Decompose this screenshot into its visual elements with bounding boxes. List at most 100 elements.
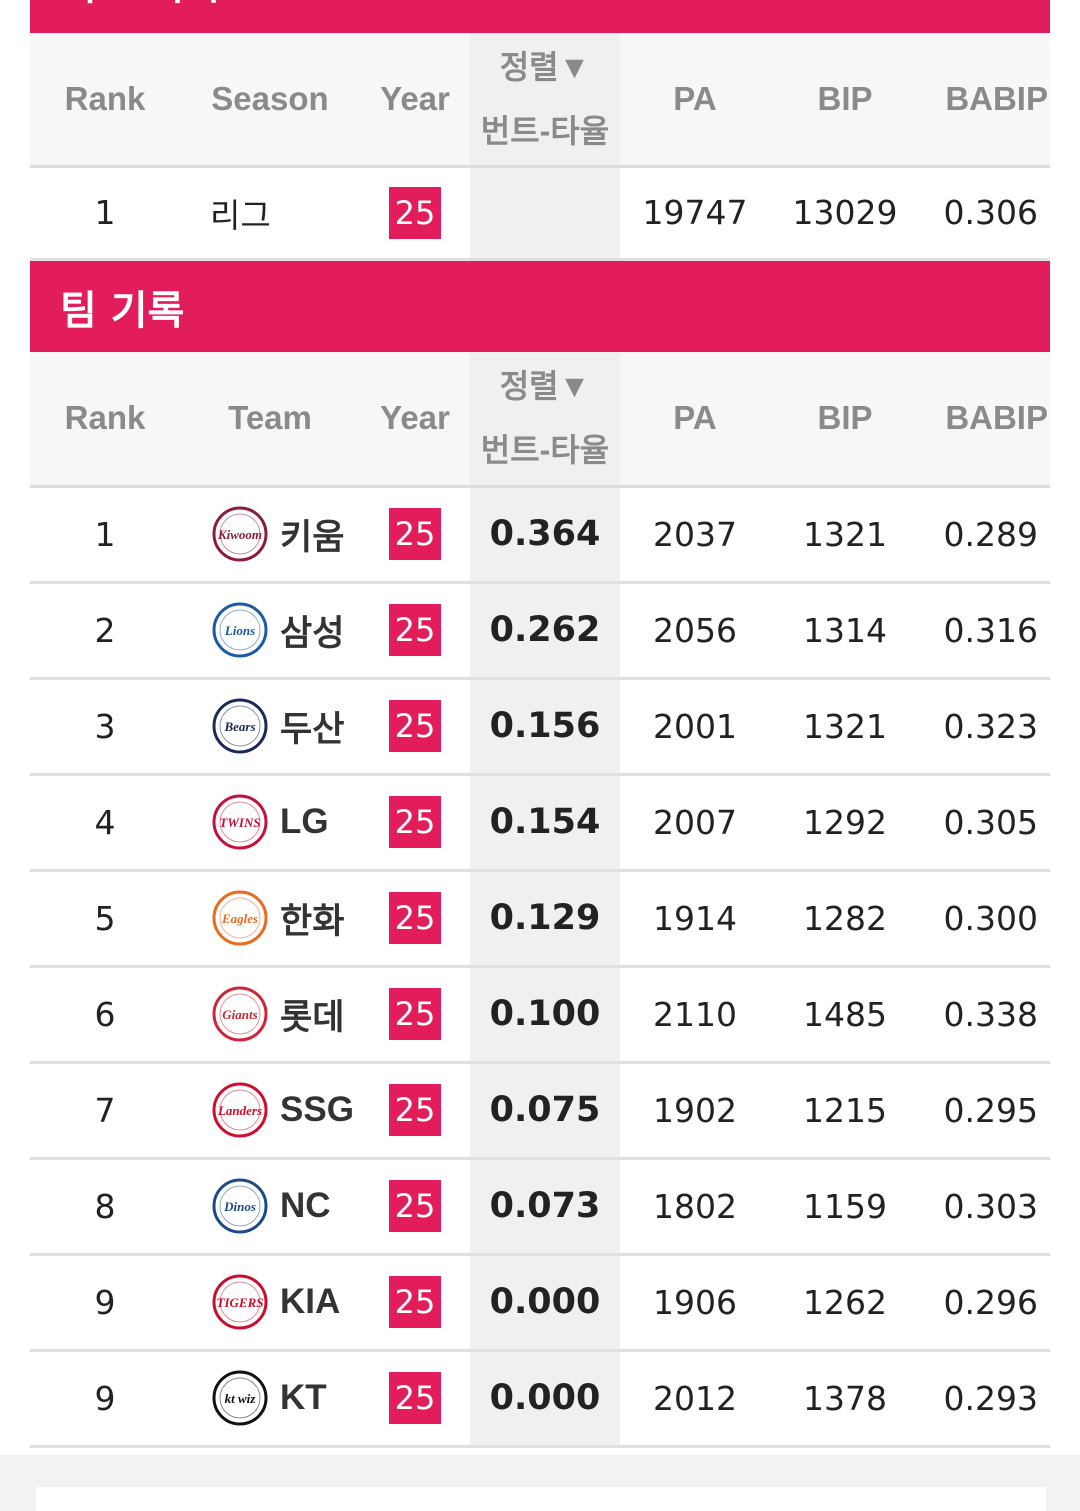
bunt-avg-cell: 0.364 [470,486,620,584]
bunt-avg-cell: 0.073 [470,1158,620,1256]
pa-cell: 2037 [620,486,770,584]
babip-cell: 0.295 [920,1062,1050,1160]
bunt-avg-cell: 0.156 [470,678,620,776]
team-cell[interactable]: Kiwoom 키움 [180,486,360,584]
year-badge[interactable]: 25 [389,1276,441,1328]
header-rank[interactable]: Rank [30,33,180,168]
team-section-title: 팀 기록 [60,287,185,334]
team-cell[interactable]: Bears 두산 [180,678,360,776]
league-name: 리그 [210,195,271,235]
header-rank[interactable]: Rank [30,352,180,488]
bunt-avg-cell [470,166,620,261]
year-badge[interactable]: 25 [389,1372,441,1424]
doosan-bears-logo: Bears [210,696,270,756]
pa-cell: 2012 [620,1350,770,1448]
table-row[interactable]: 1 Kiwoom 키움 25 0.364 2037 1321 0.289 [30,486,1050,584]
babip-cell: 0.323 [920,678,1050,776]
sort-column-name[interactable]: 번트-타율 [480,112,610,149]
team-table-header-row: Rank Team Year 정렬▼ 번트-타율 PA BIP BABIP [30,352,1050,488]
bunt-avg-cell: 0.129 [470,870,620,968]
team-name[interactable]: KIA [280,1282,341,1321]
team-name[interactable]: 키움 [280,517,345,557]
year-cell: 25 [360,966,470,1064]
table-row[interactable]: 5 Eagles 한화 25 0.129 1914 1282 0.300 [30,870,1050,968]
header-sort-bunt-avg[interactable]: 정렬▼ 번트-타율 [470,352,620,488]
rank-cell: 9 [30,1254,180,1352]
rank-cell: 5 [30,870,180,968]
table-row[interactable]: 7 Landers SSG 25 0.075 1902 1215 0.295 [30,1062,1050,1160]
rank-cell: 9 [30,1350,180,1448]
lg-twins-logo: TWINS [210,792,270,852]
samsung-lions-logo: Lions [210,600,270,660]
sort-label[interactable]: 정렬▼ [499,48,591,85]
rank-cell: 1 [30,486,180,584]
babip-cell: 0.306 [920,166,1050,261]
table-row[interactable]: 8 Dinos NC 25 0.073 1802 1159 0.303 [30,1158,1050,1256]
table-row[interactable]: 9 kt wiz KT 25 0.000 2012 1378 0.293 [30,1350,1050,1448]
team-name[interactable]: 삼성 [280,613,345,653]
year-badge[interactable]: 25 [389,1180,441,1232]
table-row[interactable]: 4 TWINS LG 25 0.154 2007 1292 0.305 [30,774,1050,872]
table-row[interactable]: 1 리그 25 19747 13029 0.306 [30,166,1050,261]
pa-cell: 1906 [620,1254,770,1352]
rank-cell: 7 [30,1062,180,1160]
header-year[interactable]: Year [360,33,470,168]
year-cell: 25 [360,1158,470,1256]
bunt-avg-cell: 0.154 [470,774,620,872]
bip-cell: 1292 [770,774,920,872]
year-badge[interactable]: 25 [389,892,441,944]
team-name[interactable]: 롯데 [280,997,345,1037]
table-row[interactable]: 6 Giants 롯데 25 0.100 2110 1485 0.338 [30,966,1050,1064]
kiwoom-heroes-logo: Kiwoom [210,504,270,564]
header-bip[interactable]: BIP [770,33,920,168]
header-babip[interactable]: BABIP [920,33,1050,168]
team-name[interactable]: 한화 [280,901,345,941]
sort-column-name[interactable]: 번트-타율 [480,432,610,469]
header-year[interactable]: Year [360,352,470,488]
team-cell[interactable]: TWINS LG [180,774,360,872]
svg-text:TIGERS: TIGERS [217,1295,264,1310]
team-cell[interactable]: Lions 삼성 [180,582,360,680]
header-team[interactable]: Team [180,352,360,488]
sort-label[interactable]: 정렬▼ [499,368,591,405]
team-cell[interactable]: Eagles 한화 [180,870,360,968]
header-bip[interactable]: BIP [770,352,920,488]
header-pa[interactable]: PA [620,33,770,168]
team-name[interactable]: 두산 [280,709,345,749]
table-row[interactable]: 2 Lions 삼성 25 0.262 2056 1314 0.316 [30,582,1050,680]
year-badge[interactable]: 25 [389,186,441,239]
header-babip[interactable]: BABIP [920,352,1050,488]
bip-cell: 1485 [770,966,920,1064]
team-name[interactable]: LG [280,802,329,841]
nc-dinos-logo: Dinos [210,1176,270,1236]
year-cell: 25 [360,486,470,584]
svg-text:TWINS: TWINS [219,815,260,830]
year-badge[interactable]: 25 [389,988,441,1040]
team-cell[interactable]: TIGERS KIA [180,1254,360,1352]
team-cell[interactable]: Giants 롯데 [180,966,360,1064]
bunt-avg-cell: 0.100 [470,966,620,1064]
babip-cell: 0.338 [920,966,1050,1064]
year-badge[interactable]: 25 [389,604,441,656]
svg-text:Kiwoom: Kiwoom [217,527,262,542]
babip-cell: 0.305 [920,774,1050,872]
svg-text:Landers: Landers [217,1103,262,1118]
kia-tigers-logo: TIGERS [210,1272,270,1332]
table-row[interactable]: 3 Bears 두산 25 0.156 2001 1321 0.323 [30,678,1050,776]
team-name[interactable]: NC [280,1186,331,1225]
team-cell[interactable]: Dinos NC [180,1158,360,1256]
team-cell[interactable]: kt wiz KT [180,1350,360,1448]
year-badge[interactable]: 25 [389,796,441,848]
year-badge[interactable]: 25 [389,1084,441,1136]
header-season[interactable]: Season [180,33,360,168]
header-sort-bunt-avg[interactable]: 정렬▼ 번트-타율 [470,33,620,168]
svg-text:Dinos: Dinos [223,1199,256,1214]
league-section-title: 리그 기록 [60,0,221,11]
team-cell[interactable]: Landers SSG [180,1062,360,1160]
team-name[interactable]: KT [280,1378,327,1417]
year-badge[interactable]: 25 [389,508,441,560]
team-name[interactable]: SSG [280,1090,354,1129]
header-pa[interactable]: PA [620,352,770,488]
year-badge[interactable]: 25 [389,700,441,752]
table-row[interactable]: 9 TIGERS KIA 25 0.000 1906 1262 0.296 [30,1254,1050,1352]
